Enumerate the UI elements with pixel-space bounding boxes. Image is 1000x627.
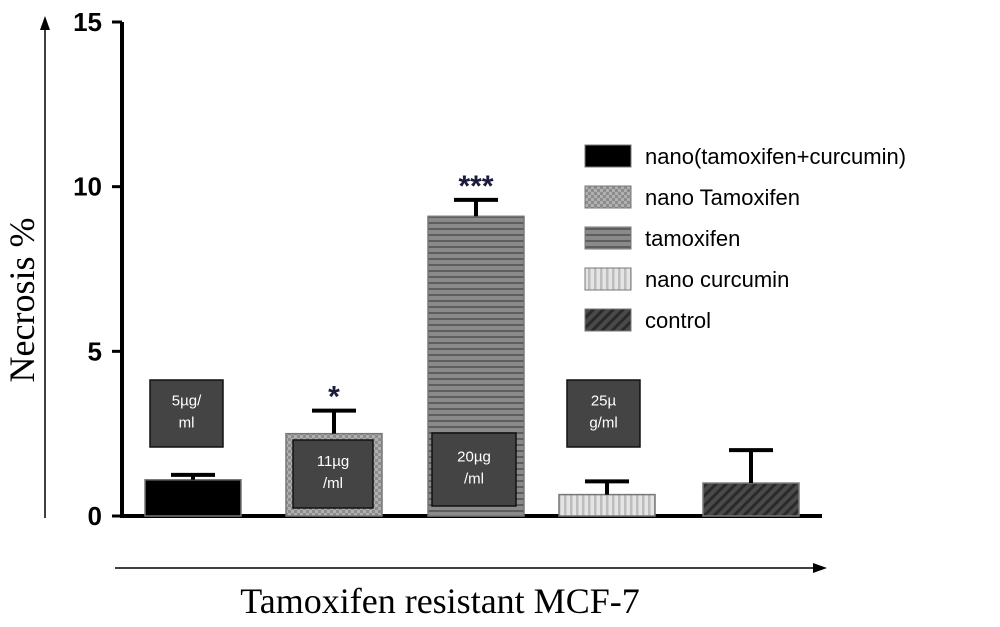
legend-label: nano Tamoxifen <box>645 185 800 210</box>
y-tick-label: 15 <box>73 7 102 37</box>
x-axis-label: Tamoxifen resistant MCF-7 <box>240 581 639 621</box>
bar-group <box>558 479 656 517</box>
dose-label: 20µg/ml <box>457 449 491 488</box>
legend-swatch <box>584 226 632 250</box>
significance-label: * <box>328 381 340 414</box>
y-tick-label: 0 <box>88 501 102 531</box>
dose-box <box>566 379 641 448</box>
dose-label: 25µ g/ml <box>589 393 617 432</box>
legend: nano(tamoxifen+curcumin) nano Tamoxifen ta… <box>584 144 906 333</box>
dose-label: 5µg/ml <box>172 393 202 432</box>
bar <box>144 479 242 517</box>
y-axis-label: Necrosis % <box>2 218 42 383</box>
dose-box <box>431 432 517 507</box>
dose-box <box>292 439 374 509</box>
legend-label: control <box>645 308 711 333</box>
legend-item: nano curcumin <box>584 267 789 292</box>
legend-swatch <box>584 144 632 168</box>
legend-item: nano(tamoxifen+curcumin) <box>584 144 906 169</box>
legend-item: nano Tamoxifen <box>584 185 800 210</box>
dose-annotation: 25µ g/ml <box>566 379 641 448</box>
x-axis-arrowhead <box>813 563 827 573</box>
dose-box <box>149 379 224 448</box>
legend-swatch <box>584 308 632 332</box>
significance-label: *** <box>458 170 493 203</box>
legend-label: tamoxifen <box>645 226 740 251</box>
bar <box>702 482 800 517</box>
bar-group <box>702 448 800 517</box>
dose-annotation: 20µg/ml <box>431 432 517 507</box>
legend-label: nano curcumin <box>645 267 789 292</box>
legend-swatch <box>584 185 632 209</box>
bar-group <box>144 472 242 517</box>
y-tick-label: 5 <box>88 336 102 366</box>
dose-label: 11µg/ml <box>317 453 350 492</box>
legend-swatch <box>584 267 632 291</box>
dose-annotation: 11µg/ml <box>292 439 374 509</box>
legend-item: control <box>584 308 711 333</box>
y-ticks: 0 5 10 15 <box>73 7 122 531</box>
bar <box>558 493 656 517</box>
dose-annotation: 5µg/ml <box>149 379 224 448</box>
legend-item: tamoxifen <box>584 226 740 251</box>
y-tick-label: 10 <box>73 172 102 202</box>
y-axis-arrowhead <box>40 16 50 30</box>
legend-label: nano(tamoxifen+curcumin) <box>645 144 906 169</box>
